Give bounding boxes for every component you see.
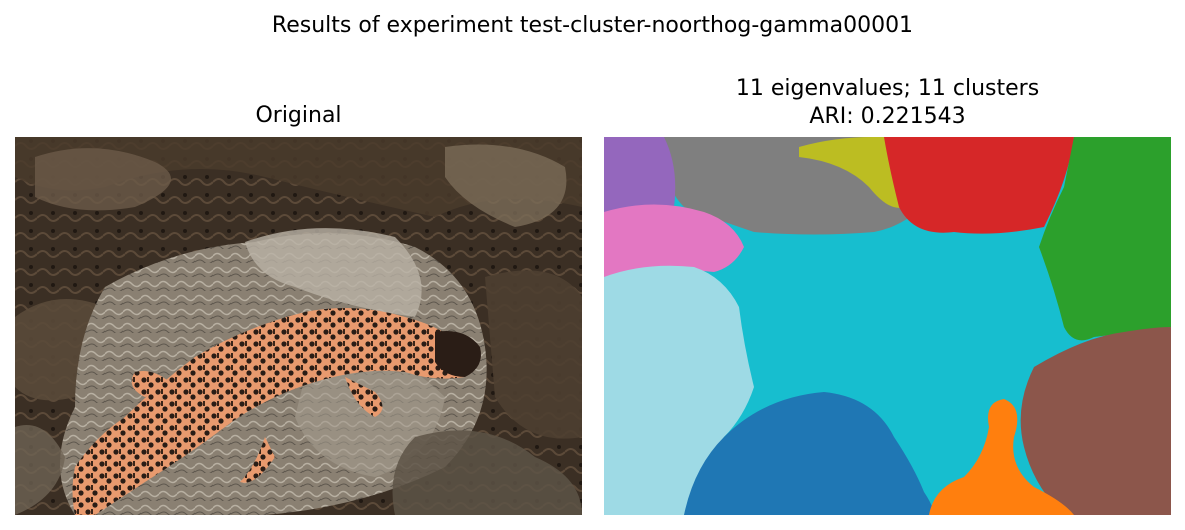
original-image-canvas [15,137,582,515]
original-image [15,137,582,515]
cluster-purple [604,137,676,212]
cluster-light-blue [604,265,754,515]
segmentation-image [604,137,1171,515]
segmentation-canvas [604,137,1171,515]
cluster-orange [929,399,1074,515]
lizard-head [435,331,481,377]
original-image-title: Original [255,103,342,128]
segmentation-title: 11 eigenvalues; 11 clusters ARI: 0.22154… [604,75,1171,131]
lizard [72,308,474,515]
cluster-green [1039,137,1171,341]
figure-suptitle: Results of experiment test-cluster-noort… [271,13,914,38]
segmentation-title-line-eigenvalues: 11 eigenvalues; 11 clusters [735,76,1040,101]
cluster-brown [1020,327,1171,515]
segmentation-title-line-ari: ARI: 0.221543 [809,104,966,129]
cluster-pink [604,204,744,277]
cluster-red [884,137,1074,234]
cluster-blue [684,392,934,515]
cluster-olive [799,137,904,208]
